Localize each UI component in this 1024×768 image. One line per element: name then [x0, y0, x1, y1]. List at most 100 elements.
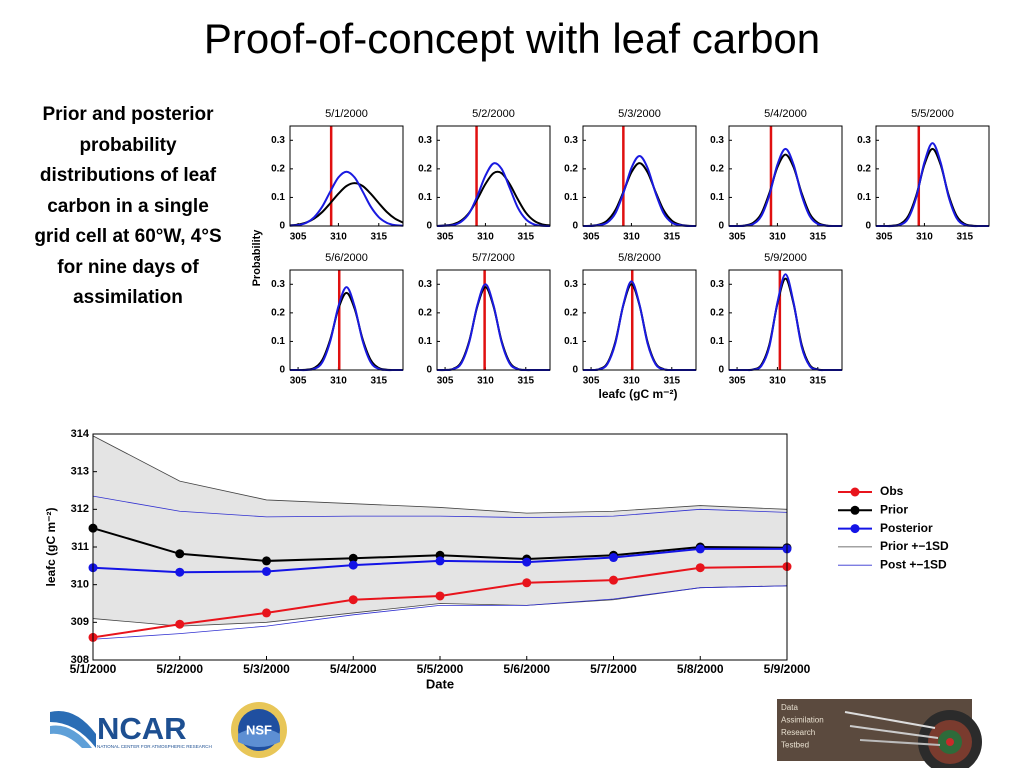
- x-tick-label: 5/6/2000: [503, 662, 550, 676]
- data-point: [348, 595, 358, 605]
- description: Prior and posterior probability distribu…: [34, 104, 222, 308]
- x-axis-label: Date: [426, 676, 454, 691]
- panel-title: 5/9/2000: [764, 252, 807, 264]
- y-tick-label: 314: [71, 428, 90, 440]
- y-tick-label: 0.2: [271, 307, 285, 318]
- y-tick-label: 0.2: [564, 307, 578, 318]
- y-tick-label: 0.3: [271, 279, 285, 290]
- y-tick-label: 0.2: [710, 163, 724, 174]
- density-curve: [582, 154, 697, 228]
- density-curve: [289, 291, 404, 372]
- density-curve: [289, 170, 404, 227]
- x-tick-label: 315: [663, 376, 680, 387]
- slide-title: Proof-of-concept with leaf carbon: [204, 15, 820, 62]
- data-point: [435, 591, 445, 601]
- x-tick-label: 315: [370, 376, 387, 387]
- y-tick-label: 0.1: [710, 336, 724, 347]
- dart-text: Assimilation: [781, 716, 824, 725]
- data-point: [522, 557, 532, 567]
- panel-title: 5/6/2000: [325, 252, 368, 264]
- y-tick-label: 0.1: [857, 192, 871, 203]
- legend-marker: [850, 524, 860, 534]
- x-tick-label: 305: [876, 232, 893, 243]
- x-tick-label: 315: [517, 232, 534, 243]
- y-tick-label: 0.3: [418, 279, 432, 290]
- y-tick-label: 0.1: [271, 336, 285, 347]
- sd-line: [92, 435, 788, 514]
- density-curve: [289, 182, 404, 227]
- x-tick-label: 5/5/2000: [417, 662, 464, 676]
- y-tick-label: 0: [718, 221, 724, 232]
- panel-frame: [728, 125, 843, 227]
- density-curve: [728, 153, 843, 228]
- data-point: [522, 578, 532, 588]
- y-axis-label: leafc (gC m⁻²): [44, 507, 58, 586]
- y-tick-label: 312: [71, 503, 89, 515]
- data-point: [262, 566, 271, 576]
- x-tick-label: 5/4/2000: [330, 662, 377, 676]
- x-tick-label: 310: [916, 232, 933, 243]
- x-tick-label: 310: [769, 232, 786, 243]
- x-tick-label: 310: [477, 232, 494, 243]
- sd-line: [92, 495, 788, 519]
- x-tick-label: 315: [809, 232, 826, 243]
- y-tick-label: 0: [426, 221, 432, 232]
- legend-label: Prior +−1SD: [880, 539, 949, 553]
- y-tick-label: 0.2: [857, 163, 871, 174]
- data-point: [175, 567, 185, 577]
- x-tick-label: 305: [437, 232, 454, 243]
- dart-text: Data: [781, 703, 798, 712]
- x-axis-label: leafc (gC m⁻²): [598, 387, 677, 401]
- y-axis-label: Probability: [251, 229, 263, 287]
- data-point: [262, 608, 271, 618]
- x-tick-label: 310: [623, 376, 640, 387]
- y-tick-label: 0.1: [710, 192, 724, 203]
- density-curve: [876, 142, 989, 228]
- panel-title: 5/4/2000: [764, 108, 807, 120]
- y-tick-label: 313: [71, 466, 89, 478]
- ncar-subtitle: NATIONAL CENTER FOR ATMOSPHERIC RESEARCH: [97, 744, 212, 749]
- y-tick-label: 0.1: [564, 336, 578, 347]
- y-tick-label: 308: [71, 654, 89, 666]
- x-tick-label: 305: [729, 376, 746, 387]
- data-point: [695, 563, 705, 573]
- density-curve: [436, 283, 550, 372]
- x-tick-label: 5/8/2000: [677, 662, 724, 676]
- data-point: [695, 544, 705, 554]
- y-tick-label: 0.2: [271, 163, 285, 174]
- y-tick-label: 0: [572, 365, 578, 376]
- y-tick-label: 0.3: [564, 279, 578, 290]
- y-tick-label: 0.1: [418, 192, 432, 203]
- density-curve: [875, 147, 990, 228]
- density-curve: [582, 280, 696, 372]
- legend-label: Posterior: [880, 521, 933, 535]
- legend-label: Obs: [880, 484, 904, 498]
- data-point: [609, 575, 618, 585]
- x-tick-label: 310: [769, 376, 786, 387]
- y-tick-label: 0: [865, 221, 871, 232]
- x-tick-label: 310: [330, 376, 347, 387]
- y-tick-label: 0.3: [418, 135, 432, 146]
- panel-frame: [728, 269, 843, 371]
- x-tick-label: 305: [583, 376, 600, 387]
- y-tick-label: 0: [572, 221, 578, 232]
- sd-line: [92, 585, 788, 640]
- y-tick-label: 0.2: [710, 307, 724, 318]
- x-tick-label: 305: [729, 232, 746, 243]
- y-tick-label: 0: [279, 221, 285, 232]
- x-tick-label: 305: [437, 376, 454, 387]
- density-curve: [436, 286, 550, 372]
- y-tick-label: 0.3: [857, 135, 871, 146]
- legend-marker: [850, 505, 860, 515]
- y-tick-label: 0.3: [271, 135, 285, 146]
- panel-title: 5/8/2000: [618, 252, 661, 264]
- y-tick-label: 310: [71, 579, 89, 591]
- y-tick-label: 0.3: [710, 135, 724, 146]
- y-tick-label: 0.1: [564, 192, 578, 203]
- panel-frame: [436, 269, 551, 371]
- y-tick-label: 0: [718, 365, 724, 376]
- density-curve: [289, 286, 403, 372]
- density-curve: [436, 170, 551, 227]
- ncar-logo: NCAR NATIONAL CENTER FOR ATMOSPHERIC RES…: [50, 710, 212, 749]
- x-tick-label: 315: [809, 376, 826, 387]
